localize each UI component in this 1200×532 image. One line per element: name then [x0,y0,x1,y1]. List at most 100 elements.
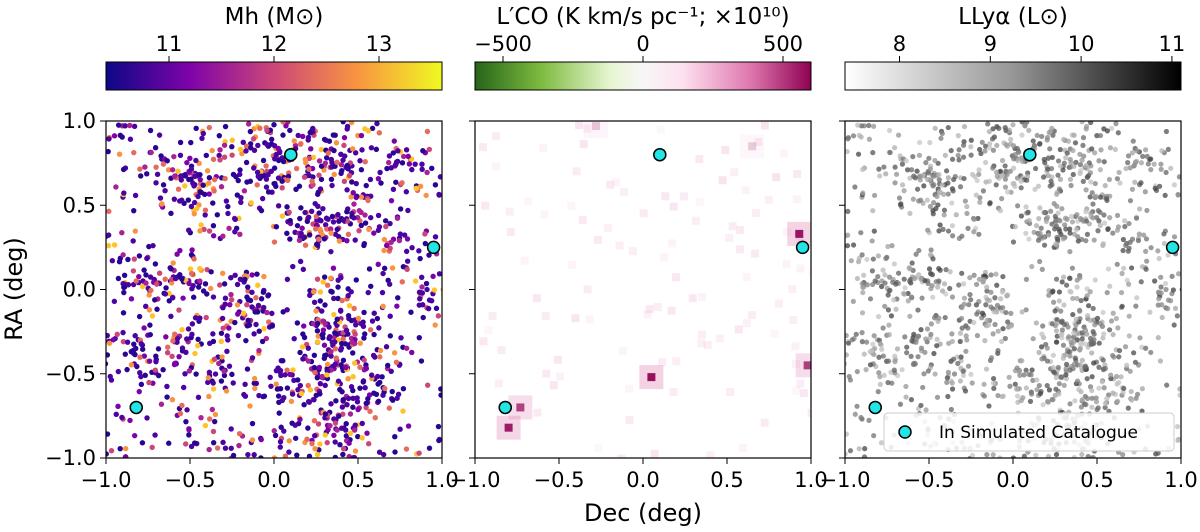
galaxy-point [191,256,197,262]
galaxy-point [991,385,997,391]
galaxy-point [999,196,1005,202]
galaxy-point [866,136,873,142]
galaxy-point [155,346,162,352]
galaxy-point [1030,336,1036,342]
galaxy-point [1012,151,1018,158]
galaxy-point [210,156,217,162]
galaxy-point [156,270,163,276]
galaxy-point [219,315,226,322]
galaxy-point [228,445,234,451]
galaxy-point [1135,237,1142,244]
galaxy-point [1068,115,1073,120]
galaxy-point [932,371,938,377]
galaxy-point [310,321,317,327]
co-pixel [796,264,805,273]
galaxy-point [1132,179,1138,185]
galaxy-point [177,152,184,159]
galaxy-point [957,378,964,384]
galaxy-point [350,146,356,152]
galaxy-point [1039,266,1045,272]
galaxy-point [974,177,980,184]
galaxy-point [1018,178,1024,184]
galaxy-point [1084,395,1091,402]
galaxy-point [353,180,359,187]
galaxy-point [1090,305,1096,312]
galaxy-point [1116,169,1122,176]
galaxy-point [1053,339,1060,345]
co-pixel [540,210,549,219]
galaxy-point [957,338,963,345]
galaxy-point [909,295,915,301]
legend-marker [898,425,912,439]
galaxy-point [1023,307,1029,313]
colorbar-tick-label: 11 [1159,32,1186,56]
galaxy-point [388,165,394,171]
galaxy-point [1056,186,1063,192]
galaxy-point [990,126,996,132]
galaxy-point [1083,126,1089,132]
galaxy-point [1070,171,1076,178]
co-pixel [679,192,688,201]
co-peak-halo [795,353,811,378]
galaxy-point [871,228,877,234]
galaxy-point [347,430,354,437]
galaxy-point [999,289,1005,295]
galaxy-point [379,374,385,380]
galaxy-point [1079,121,1085,125]
galaxy-point [1106,327,1113,333]
panel-co-intensity: −1.0 −0.5 0.0 0.5 1.0 [450,120,828,492]
galaxy-point [875,274,881,280]
galaxy-point [1068,213,1075,220]
galaxy-point [348,289,354,295]
galaxy-point [1073,226,1079,232]
galaxy-point [163,334,169,340]
galaxy-point [1121,265,1127,271]
galaxy-point [947,285,953,292]
galaxy-point [220,233,226,239]
co-pixel [703,341,712,350]
galaxy-point [367,176,374,183]
galaxy-point [1108,318,1115,324]
galaxy-point [1088,121,1094,126]
galaxy-point [855,151,862,157]
galaxy-point [233,173,239,180]
galaxy-point [301,174,308,180]
galaxy-point [377,347,384,354]
galaxy-point [976,171,982,177]
galaxy-point [918,345,925,351]
co-pixel [671,273,680,282]
co-peak [748,142,757,151]
galaxy-point [344,208,350,215]
galaxy-point [1041,209,1047,216]
galaxy-point [923,407,929,413]
galaxy-point [871,433,877,439]
galaxy-point [1161,231,1167,237]
galaxy-point [964,204,970,210]
galaxy-point [119,414,125,421]
galaxy-point [340,446,347,452]
galaxy-point [374,315,381,322]
galaxy-point [1034,377,1040,383]
galaxy-point [1004,292,1011,298]
galaxy-point [381,236,388,243]
galaxy-point [106,208,112,215]
galaxy-point [206,446,212,453]
galaxy-point [332,132,338,138]
galaxy-point [315,236,322,242]
galaxy-point [349,179,355,185]
galaxy-point [283,123,289,129]
galaxy-point [924,326,931,332]
galaxy-point [982,338,988,344]
galaxy-point [827,332,832,337]
galaxy-point [950,233,956,239]
galaxy-point [392,449,398,455]
galaxy-point [252,385,258,392]
galaxy-point [1036,215,1042,222]
y-tick-label: 1.0 [63,109,96,133]
galaxy-point [334,226,340,233]
galaxy-point [999,393,1005,400]
galaxy-point [363,404,369,411]
galaxy-point [1071,330,1077,336]
galaxy-point [144,415,150,421]
galaxy-point [282,453,289,458]
